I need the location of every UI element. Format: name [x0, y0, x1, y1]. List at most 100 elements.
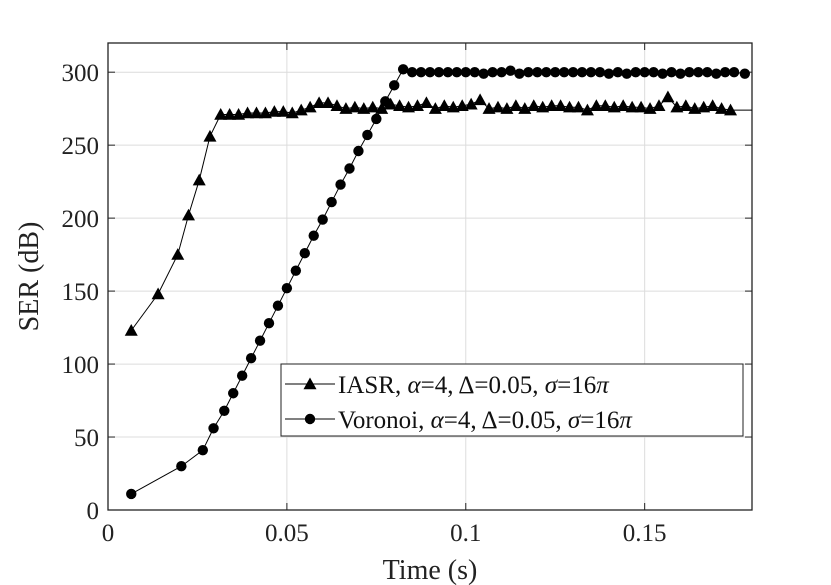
y-tick-label: 100 — [62, 352, 100, 379]
circle-marker — [532, 66, 543, 78]
triangle-marker — [402, 100, 416, 113]
triangle-marker — [321, 96, 335, 109]
legend-box — [280, 363, 744, 437]
triangle-marker — [652, 99, 666, 111]
triangle-marker — [192, 173, 206, 186]
triangle-marker — [616, 99, 630, 111]
triangle-marker — [679, 99, 693, 111]
triangle-marker — [249, 106, 263, 119]
circle-marker — [728, 66, 740, 78]
circle-marker — [406, 66, 418, 78]
circle-marker — [460, 66, 471, 78]
triangle-marker — [491, 100, 505, 113]
triangle-marker — [357, 102, 371, 114]
circle-marker — [415, 66, 427, 78]
triangle-marker — [182, 208, 195, 221]
triangle-marker — [697, 100, 711, 113]
triangle-marker — [715, 102, 729, 114]
circle-marker — [228, 388, 239, 399]
circle-marker — [603, 68, 615, 79]
circle-marker — [208, 423, 219, 434]
circle-marker — [576, 66, 588, 78]
triangle-marker — [589, 99, 603, 111]
x-tick-label: 0.15 — [623, 520, 667, 547]
triangle-marker — [706, 99, 720, 111]
circle-marker — [380, 96, 391, 107]
triangle-marker — [670, 100, 684, 113]
legend: IASR, α=4, Δ=0.05, σ=16π Voronoi, α=4, Δ=… — [280, 363, 744, 437]
plot-area-frame — [107, 42, 753, 511]
y-axis-label: SER (dB) — [14, 222, 45, 332]
axis-ticks: 0 0.05 0.1 0.15 0 50 100 150 200 250 300 — [62, 43, 752, 547]
circle-marker — [371, 113, 382, 125]
y-tick-label: 250 — [62, 133, 100, 160]
triangle-marker — [724, 103, 738, 116]
triangle-marker — [232, 108, 246, 120]
triangle-marker — [241, 106, 255, 119]
circle-marker — [684, 66, 695, 78]
circle-marker — [263, 318, 275, 329]
triangle-marker — [607, 100, 621, 113]
circle-marker — [505, 65, 516, 76]
triangle-marker — [554, 99, 568, 111]
triangle-marker — [571, 100, 585, 113]
legend-circle-marker — [304, 413, 316, 425]
circle-marker — [236, 370, 248, 381]
triangle-marker — [661, 90, 675, 103]
series-2 — [126, 64, 751, 500]
circle-marker — [478, 68, 489, 79]
y-tick-label: 300 — [62, 60, 100, 87]
circle-marker — [585, 66, 597, 78]
circle-marker — [719, 66, 731, 78]
triangle-marker — [527, 99, 541, 111]
triangle-marker — [171, 248, 185, 260]
triangle-marker — [203, 129, 217, 142]
circle-marker — [594, 66, 606, 78]
circle-marker — [675, 68, 686, 79]
circle-marker — [550, 66, 561, 78]
circle-marker — [739, 68, 751, 79]
circle-marker — [469, 66, 480, 78]
circle-marker — [558, 66, 570, 78]
circle-marker — [362, 129, 373, 141]
circle-marker — [666, 66, 677, 78]
circle-marker — [126, 488, 137, 500]
triangle-marker — [124, 323, 138, 336]
triangle-marker — [464, 97, 478, 110]
triangle-marker — [509, 99, 523, 111]
circle-marker — [487, 66, 498, 78]
triangle-marker — [339, 102, 353, 114]
circle-marker — [567, 66, 579, 78]
y-tick-label: 50 — [74, 425, 99, 452]
y-tick-label: 0 — [87, 498, 100, 525]
circle-marker — [176, 461, 187, 472]
x-tick-label: 0.05 — [265, 520, 309, 547]
circle-marker — [219, 405, 230, 416]
circle-marker — [711, 68, 722, 79]
circle-marker — [496, 66, 507, 78]
triangle-marker — [214, 108, 228, 120]
circle-marker — [317, 214, 328, 225]
circle-marker — [630, 66, 641, 78]
circle-marker — [299, 247, 310, 259]
x-axis-label: Time (s) — [383, 555, 478, 585]
circle-marker — [514, 68, 525, 79]
circle-marker — [657, 68, 668, 79]
series-1 — [124, 90, 752, 336]
triangle-marker — [276, 105, 290, 117]
circle-marker — [254, 335, 266, 346]
circle-marker — [397, 64, 409, 75]
triangle-marker — [393, 99, 407, 111]
circle-marker — [612, 66, 624, 78]
triangle-marker — [437, 99, 451, 111]
y-tick-label: 200 — [62, 206, 100, 233]
circle-marker — [451, 66, 463, 78]
triangle-marker — [634, 100, 648, 113]
triangle-marker — [419, 96, 433, 109]
triangle-marker — [330, 99, 344, 111]
triangle-marker — [258, 106, 272, 119]
y-tick-label: 150 — [62, 279, 100, 306]
series-line — [130, 96, 752, 331]
circle-marker — [272, 300, 284, 311]
triangle-marker — [455, 99, 469, 111]
